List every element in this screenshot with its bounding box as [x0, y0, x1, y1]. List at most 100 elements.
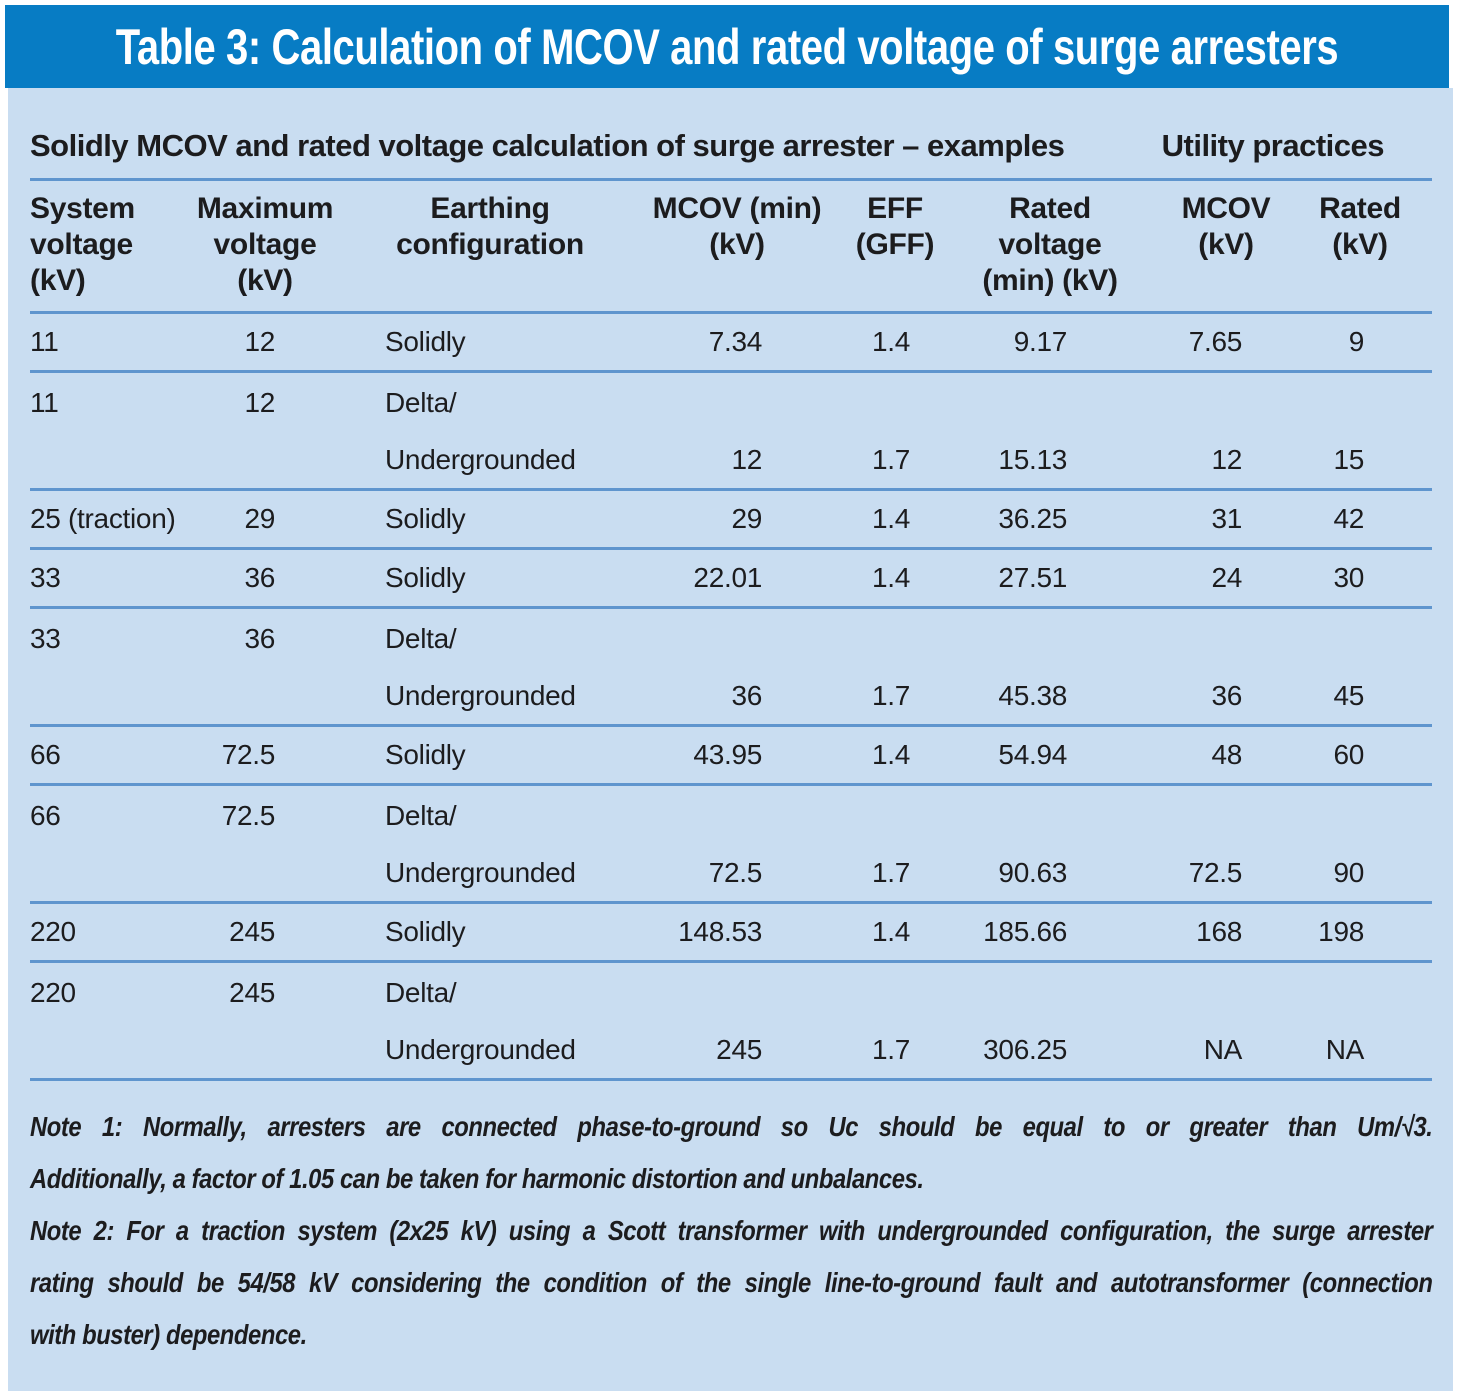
note-1: Note 1: Normally, arresters are connecte…	[30, 1101, 1433, 1205]
cell-r0-rated-voltage-min: 9.17	[1013, 326, 1068, 357]
note-2-line-2: rating should be 54/58 kV considering th…	[30, 1267, 1433, 1298]
table-row: Undergrounded 36 1.7 45.38 36 45	[30, 668, 1432, 727]
col-header-earthing-configuration: Earthing configuration	[396, 192, 584, 261]
cell-r0-utility-rated: 9	[1348, 326, 1365, 357]
cell-r2-mcov-min: 12	[731, 444, 762, 475]
col-header-maximum-voltage: Maximum voltage (kV)	[196, 192, 334, 297]
cell-r8-earthing-configuration: Delta/	[385, 799, 457, 831]
cell-r0-maximum-voltage: 12	[244, 326, 275, 357]
cell-r4-system-voltage: 33	[30, 562, 61, 593]
cell-r8-system-voltage: 66	[30, 799, 61, 831]
cell-r7-mcov-min: 43.95	[693, 739, 762, 770]
cell-r2-rated-voltage-min: 15.13	[998, 444, 1067, 475]
table-row: 33 36 Delta/	[30, 609, 1432, 668]
col-header-mcov-min: MCOV (min) (kV)	[652, 192, 822, 261]
cell-r3-utility-rated: 42	[1333, 503, 1364, 534]
cell-r0-system-voltage: 11	[30, 326, 59, 357]
cell-r10-system-voltage: 220	[30, 916, 76, 947]
cell-r4-eff-gff: 1.4	[871, 562, 910, 593]
cell-r5-maximum-voltage: 36	[244, 622, 275, 654]
cell-r8-maximum-voltage: 72.5	[221, 799, 276, 831]
cell-r3-maximum-voltage: 29	[244, 503, 275, 534]
cell-r9-utility-rated: 90	[1333, 857, 1364, 888]
col-header-utility-mcov: MCOV (kV)	[1181, 192, 1271, 261]
cell-r12-utility-rated: NA	[1325, 1034, 1365, 1065]
cell-r9-eff-gff: 1.7	[871, 857, 910, 888]
cell-r11-maximum-voltage: 245	[229, 976, 275, 1008]
col-header-system-voltage: System voltage (kV)	[30, 192, 135, 297]
cell-r3-earthing-configuration: Solidly	[385, 503, 466, 534]
cell-r0-mcov-min: 7.34	[708, 326, 763, 357]
cell-r9-earthing-configuration: Undergrounded	[385, 857, 576, 888]
table-row: 11 12 Delta/	[30, 373, 1432, 432]
table-row: 33 36 Solidly 22.01 1.4 27.51 24 30	[30, 550, 1432, 609]
cell-r7-eff-gff: 1.4	[871, 739, 910, 770]
cell-r9-utility-mcov: 72.5	[1188, 857, 1243, 888]
cell-r3-eff-gff: 1.4	[871, 503, 910, 534]
cell-r10-utility-mcov: 168	[1196, 916, 1242, 947]
cell-r3-mcov-min: 29	[731, 503, 762, 534]
table-row: Undergrounded 245 1.7 306.25 NA NA	[30, 1022, 1432, 1081]
cell-r1-earthing-configuration: Delta/	[385, 386, 457, 418]
note-2: Note 2: For a traction system (2x25 kV) …	[30, 1205, 1433, 1361]
cell-r7-system-voltage: 66	[30, 739, 61, 770]
cell-r3-utility-mcov: 31	[1211, 503, 1242, 534]
table-content: Solidly MCOV and rated voltage calculati…	[30, 88, 1433, 1361]
cell-r10-eff-gff: 1.4	[871, 916, 910, 947]
cell-r2-utility-rated: 15	[1333, 444, 1364, 475]
cell-r0-utility-mcov: 7.65	[1188, 326, 1243, 357]
cell-r5-system-voltage: 33	[30, 622, 61, 654]
note-2-line-1: Note 2: For a traction system (2x25 kV) …	[30, 1215, 1433, 1246]
cell-r6-rated-voltage-min: 45.38	[998, 680, 1067, 711]
cell-r4-maximum-voltage: 36	[244, 562, 275, 593]
cell-r10-rated-voltage-min: 185.66	[983, 916, 1067, 947]
cell-r9-rated-voltage-min: 90.63	[998, 857, 1067, 888]
cell-r12-utility-mcov: NA	[1203, 1034, 1243, 1065]
cell-r4-utility-mcov: 24	[1211, 562, 1242, 593]
cell-r3-rated-voltage-min: 36.25	[998, 503, 1067, 534]
cell-r4-mcov-min: 22.01	[693, 562, 762, 593]
cell-r6-eff-gff: 1.7	[871, 680, 910, 711]
cell-r4-utility-rated: 30	[1333, 562, 1364, 593]
cell-r12-mcov-min: 245	[716, 1034, 762, 1065]
cell-r7-utility-rated: 60	[1333, 739, 1364, 770]
cell-r12-eff-gff: 1.7	[871, 1034, 910, 1065]
table-panel: Solidly MCOV and rated voltage calculati…	[8, 88, 1453, 1391]
cell-r11-earthing-configuration: Delta/	[385, 976, 457, 1008]
cell-r12-earthing-configuration: Undergrounded	[385, 1034, 576, 1065]
table-row: 25 (traction) 29 Solidly 29 1.4 36.25 31 42	[30, 491, 1432, 550]
col-header-utility-rated: Rated (kV)	[1319, 192, 1401, 261]
table-title: Table 3: Calculation of MCOV and rated v…	[115, 18, 1339, 75]
table-row: 11 12 Solidly 7.34 1.4 9.17 7.65 9	[30, 314, 1432, 373]
cell-r2-eff-gff: 1.7	[871, 444, 910, 475]
note-1-line-1: Note 1: Normally, arresters are connecte…	[30, 1111, 1433, 1142]
utility-practices-section-label: Utility practices	[1161, 128, 1385, 163]
cell-r7-utility-mcov: 48	[1211, 739, 1242, 770]
table-title-bar: Table 3: Calculation of MCOV and rated v…	[5, 5, 1449, 88]
table-row: Undergrounded 72.5 1.7 90.63 72.5 90	[30, 845, 1432, 904]
section-header-row: Solidly MCOV and rated voltage calculati…	[30, 88, 1432, 181]
table-row: 66 72.5 Delta/	[30, 786, 1432, 845]
cell-r6-utility-mcov: 36	[1211, 680, 1242, 711]
cell-r2-utility-mcov: 12	[1211, 444, 1242, 475]
table-body: 11 12 Solidly 7.34 1.4 9.17 7.65 9 11 12 Delta/Und…	[30, 314, 1432, 1081]
cell-r6-mcov-min: 36	[731, 680, 762, 711]
cell-r9-mcov-min: 72.5	[708, 857, 763, 888]
cell-r10-utility-rated: 198	[1318, 916, 1364, 947]
cell-r6-utility-rated: 45	[1333, 680, 1364, 711]
table-row: 220 245 Solidly 148.53 1.4 185.66 168 198	[30, 904, 1432, 963]
cell-r3-system-voltage: 25 (traction)	[30, 503, 176, 534]
note-1-line-2: Additionally, a factor of 1.05 can be ta…	[30, 1163, 924, 1194]
table-row: 66 72.5 Solidly 43.95 1.4 54.94 48 60	[30, 727, 1432, 786]
cell-r1-system-voltage: 11	[30, 386, 59, 418]
cell-r10-earthing-configuration: Solidly	[385, 916, 466, 947]
cell-r10-maximum-voltage: 245	[229, 916, 275, 947]
cell-r1-maximum-voltage: 12	[244, 386, 275, 418]
table-row: 220 245 Delta/	[30, 963, 1432, 1022]
note-2-line-3: with buster) dependence.	[30, 1319, 307, 1350]
cell-r0-eff-gff: 1.4	[871, 326, 910, 357]
cell-r7-earthing-configuration: Solidly	[385, 739, 466, 770]
cell-r4-rated-voltage-min: 27.51	[998, 562, 1067, 593]
cell-r5-earthing-configuration: Delta/	[385, 622, 457, 654]
